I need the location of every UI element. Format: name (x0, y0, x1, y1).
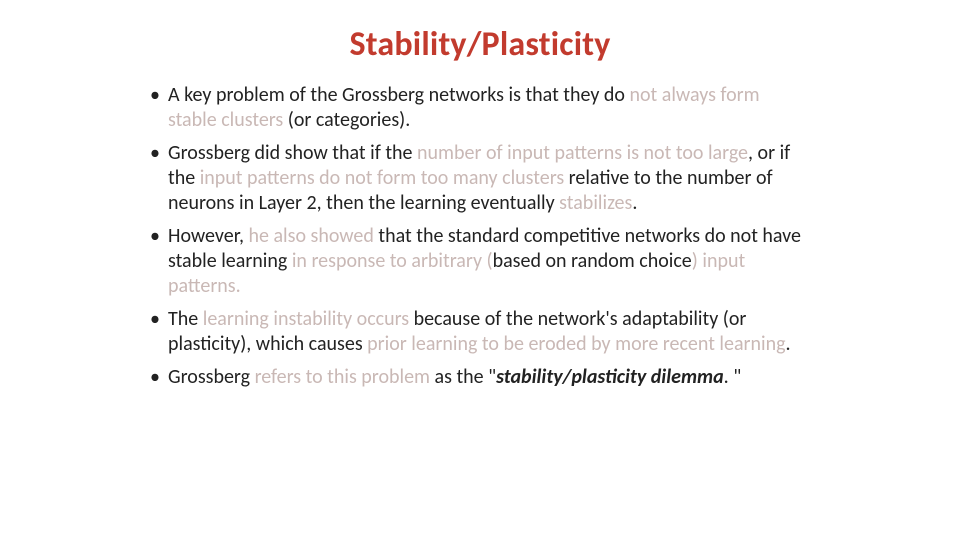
bullet-item: A key problem of the Grossberg networks … (150, 83, 810, 133)
bullet-item: However, he also showed that the standar… (150, 224, 810, 299)
bullet-item: The learning instability occurs because … (150, 307, 810, 357)
text-segment: . " (724, 365, 742, 389)
slide: Stability/Plasticity A key problem of th… (0, 0, 960, 540)
text-segment: (or categories). (288, 108, 411, 132)
text-segment: he also showed (248, 224, 378, 248)
text-segment: in response to arbitrary ( (292, 249, 493, 273)
text-segment: Grossberg (168, 365, 255, 389)
text-segment: based on random choice (493, 249, 692, 273)
bullet-item: Grossberg refers to this problem as the … (150, 365, 810, 390)
bullet-list: A key problem of the Grossberg networks … (60, 83, 900, 390)
text-segment: number of input patterns is not too larg… (417, 141, 748, 165)
text-segment: . (786, 332, 791, 356)
text-segment: However, (168, 224, 248, 248)
bullet-item: Grossberg did show that if the number of… (150, 141, 810, 216)
text-segment: A key problem of the Grossberg networks … (168, 83, 629, 107)
text-segment: . (632, 191, 637, 215)
text-segment: prior learning to be eroded by more rece… (367, 332, 785, 356)
text-segment: stabilizes (559, 191, 632, 215)
slide-title: Stability/Plasticity (60, 24, 900, 65)
text-segment: Grossberg did show that if the (168, 141, 417, 165)
text-segment: learning instability occurs (203, 307, 414, 331)
text-segment: refers to this problem (255, 365, 435, 389)
text-segment: stability/plasticity dilemma (496, 365, 723, 389)
text-segment: The (168, 307, 203, 331)
text-segment: as the " (435, 365, 497, 389)
text-segment: input patterns do not form too many clus… (200, 166, 569, 190)
